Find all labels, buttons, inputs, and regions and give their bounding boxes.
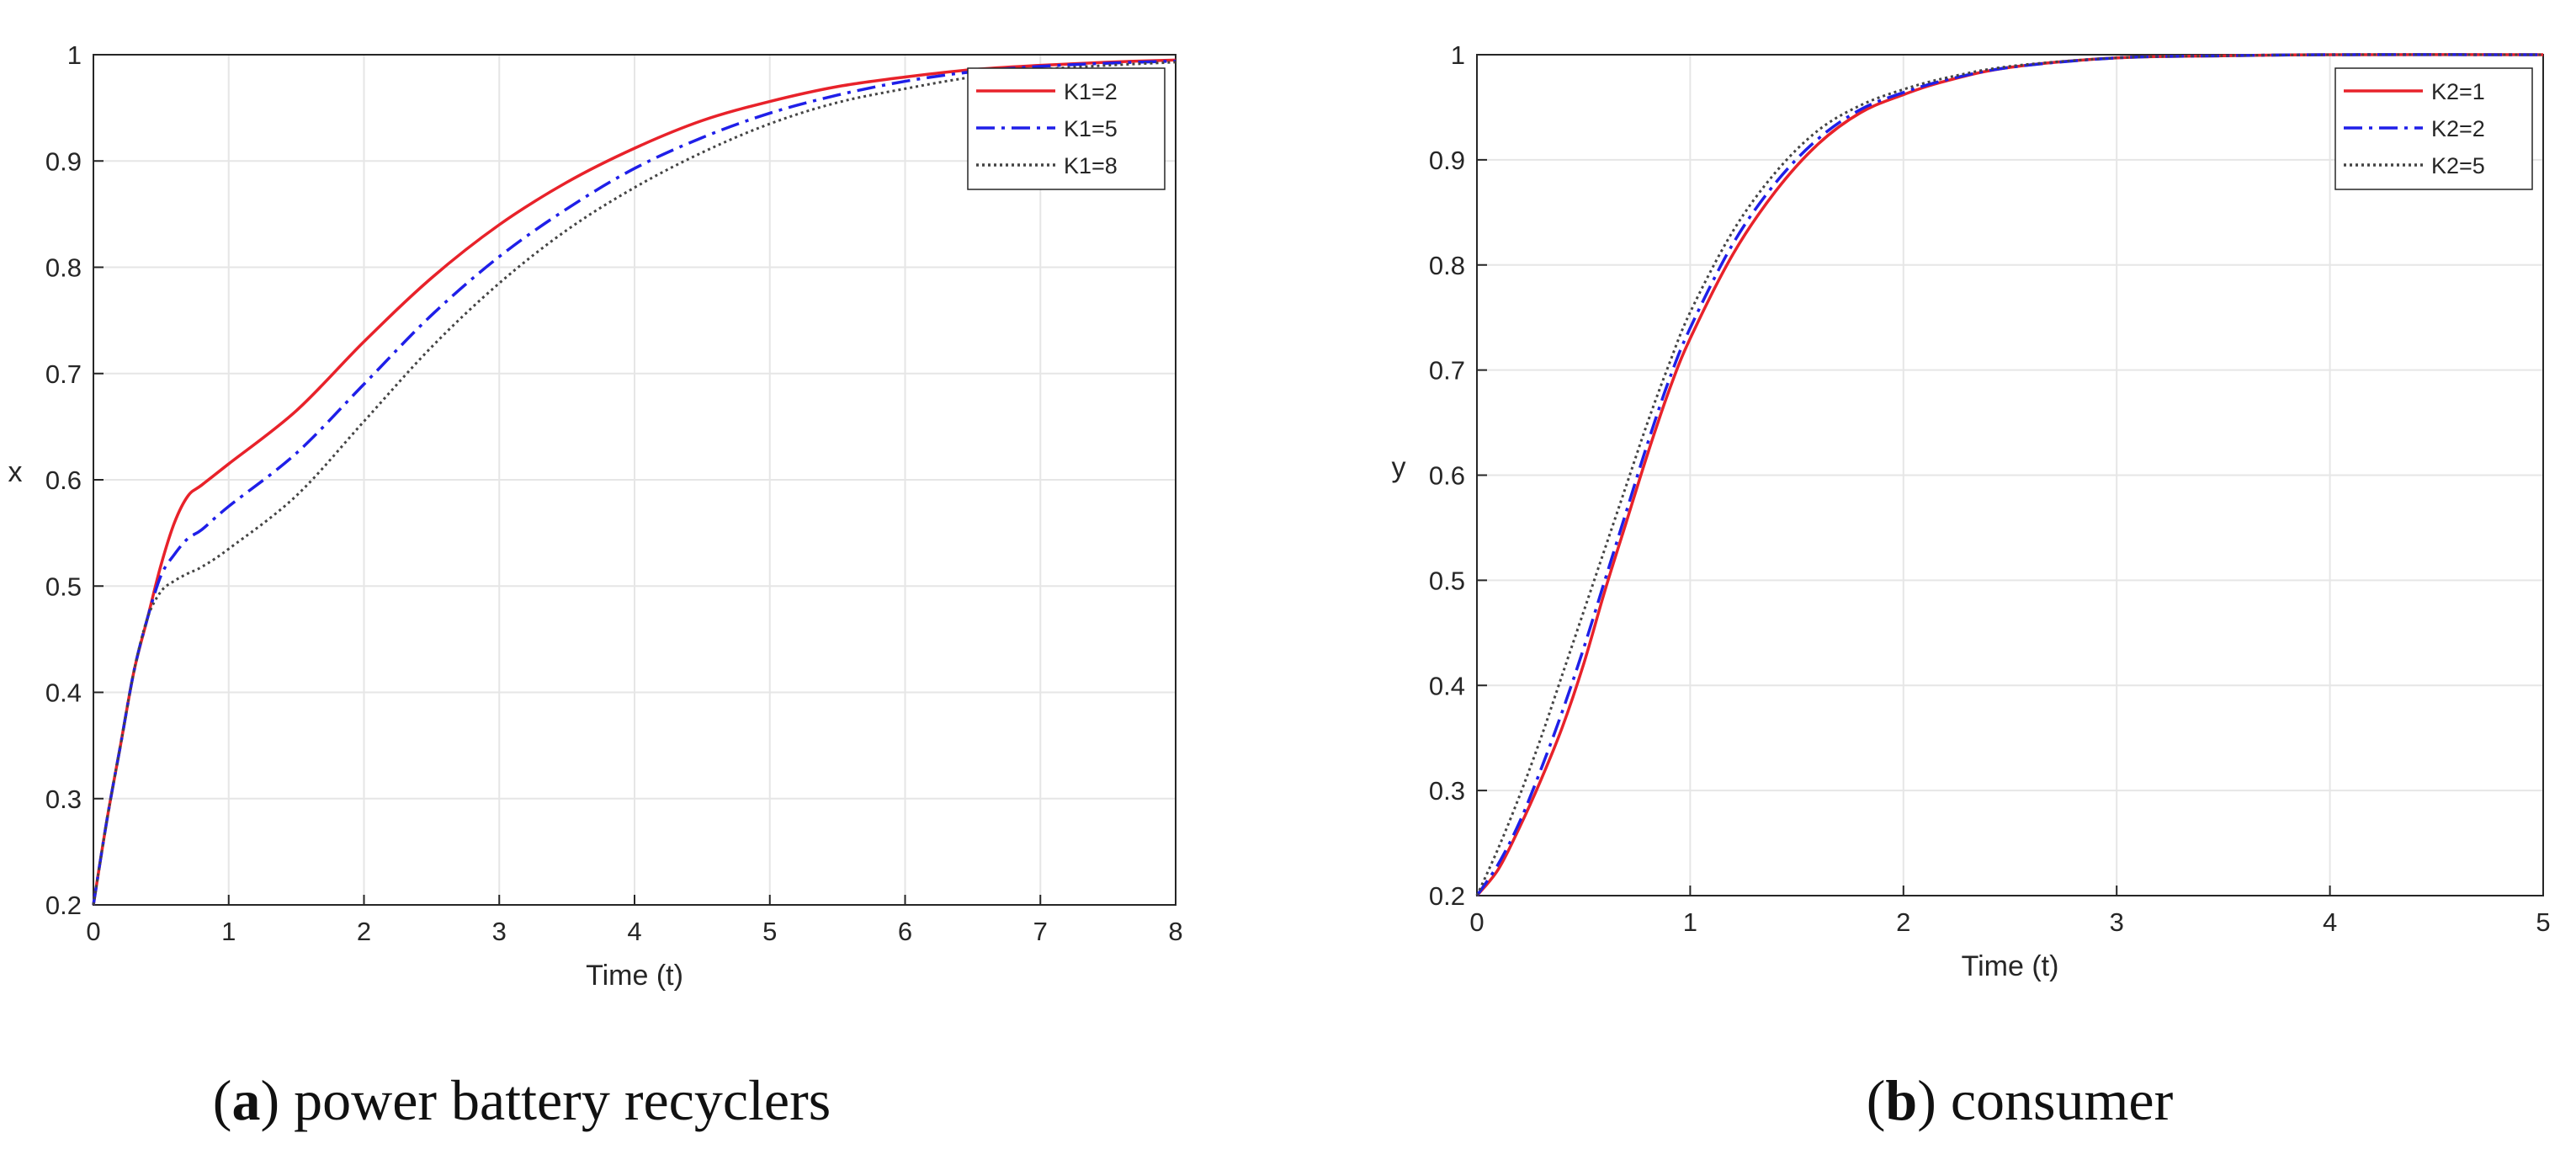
panel-a: 0 1 2 3 4 5 6 7 8 0.2 0.3 0.4 0.5 0.6 0.7 0.8 0.9 1 Time (… (8, 40, 1183, 992)
caption-b-text: consumer (1951, 1068, 2174, 1132)
series-line-k1-8 (92, 61, 1176, 906)
series-line-k2-2 (1475, 53, 2544, 896)
y-tick-label: 0.5 (1429, 566, 1465, 595)
x-tick-label: 0 (1469, 907, 1484, 937)
x-tick-label: 5 (762, 917, 777, 946)
legend-label: K1=8 (1064, 153, 1118, 178)
caption-a: (a) power battery recyclers (213, 1068, 831, 1132)
legend-label: K1=2 (1064, 79, 1118, 104)
legend-label: K2=2 (2431, 116, 2485, 141)
x-tick-label: 2 (1896, 907, 1910, 937)
caption-b: (b) consumer (1867, 1068, 2174, 1132)
legend-box (2334, 67, 2533, 190)
x-axis-label: Time (t) (1962, 950, 2059, 982)
series-line-k2-5 (1475, 53, 2544, 896)
y-tick-label: 0.3 (45, 785, 82, 814)
x-axis-label: Time (t) (586, 960, 683, 992)
x-tick-label: 1 (221, 917, 236, 946)
y-tick-label: 1 (1451, 40, 1465, 70)
axes-frame (1476, 54, 2544, 896)
x-tick-label: 3 (2110, 907, 2124, 937)
axes-frame (93, 54, 1176, 906)
y-tick-label: 0.7 (45, 359, 82, 389)
y-tick-label: 0.2 (45, 891, 82, 920)
x-tick-label: 1 (1683, 907, 1697, 937)
y-tick-label: 0.2 (1429, 881, 1465, 911)
x-tick-label: 8 (1168, 917, 1182, 946)
x-tick-label: 0 (86, 917, 100, 946)
y-tick-label: 0.9 (1429, 146, 1465, 175)
y-tick-label: 0.8 (1429, 251, 1465, 280)
y-tick-label: 0.6 (1429, 461, 1465, 491)
y-tick-label: 0.9 (45, 146, 82, 176)
y-tick-label: 1 (67, 40, 82, 70)
legend-label: K2=5 (2431, 153, 2485, 178)
panel-b: 0 1 2 3 4 5 0.2 0.3 0.4 0.5 0.6 0.7 0.8 0.9 1 Time (t) y… (1392, 40, 2551, 982)
x-tick-label: 4 (2323, 907, 2337, 937)
y-axis-label: y (1392, 452, 1406, 484)
y-tick-label: 0.8 (45, 253, 82, 283)
x-tick-label: 6 (898, 917, 912, 946)
x-tick-label: 2 (357, 917, 371, 946)
legend-box (967, 67, 1166, 190)
series-line-k1-5 (92, 59, 1176, 906)
y-tick-label: 0.3 (1429, 776, 1465, 806)
x-tick-label: 7 (1033, 917, 1048, 946)
caption-a-letter: a (231, 1068, 260, 1132)
y-tick-label: 0.4 (45, 678, 82, 708)
y-tick-label: 0.4 (1429, 671, 1465, 700)
y-tick-label: 0.7 (1429, 356, 1465, 386)
x-tick-label: 4 (627, 917, 641, 946)
caption-b-letter: b (1885, 1068, 1917, 1132)
y-axis-label: x (8, 456, 23, 488)
legend-label: K2=1 (2431, 79, 2485, 104)
x-tick-label: 5 (2536, 907, 2550, 937)
y-tick-label: 0.6 (45, 465, 82, 495)
caption-a-text: power battery recyclers (294, 1068, 831, 1132)
legend-label: K1=5 (1064, 116, 1118, 141)
x-tick-label: 3 (492, 917, 507, 946)
y-tick-label: 0.5 (45, 572, 82, 601)
